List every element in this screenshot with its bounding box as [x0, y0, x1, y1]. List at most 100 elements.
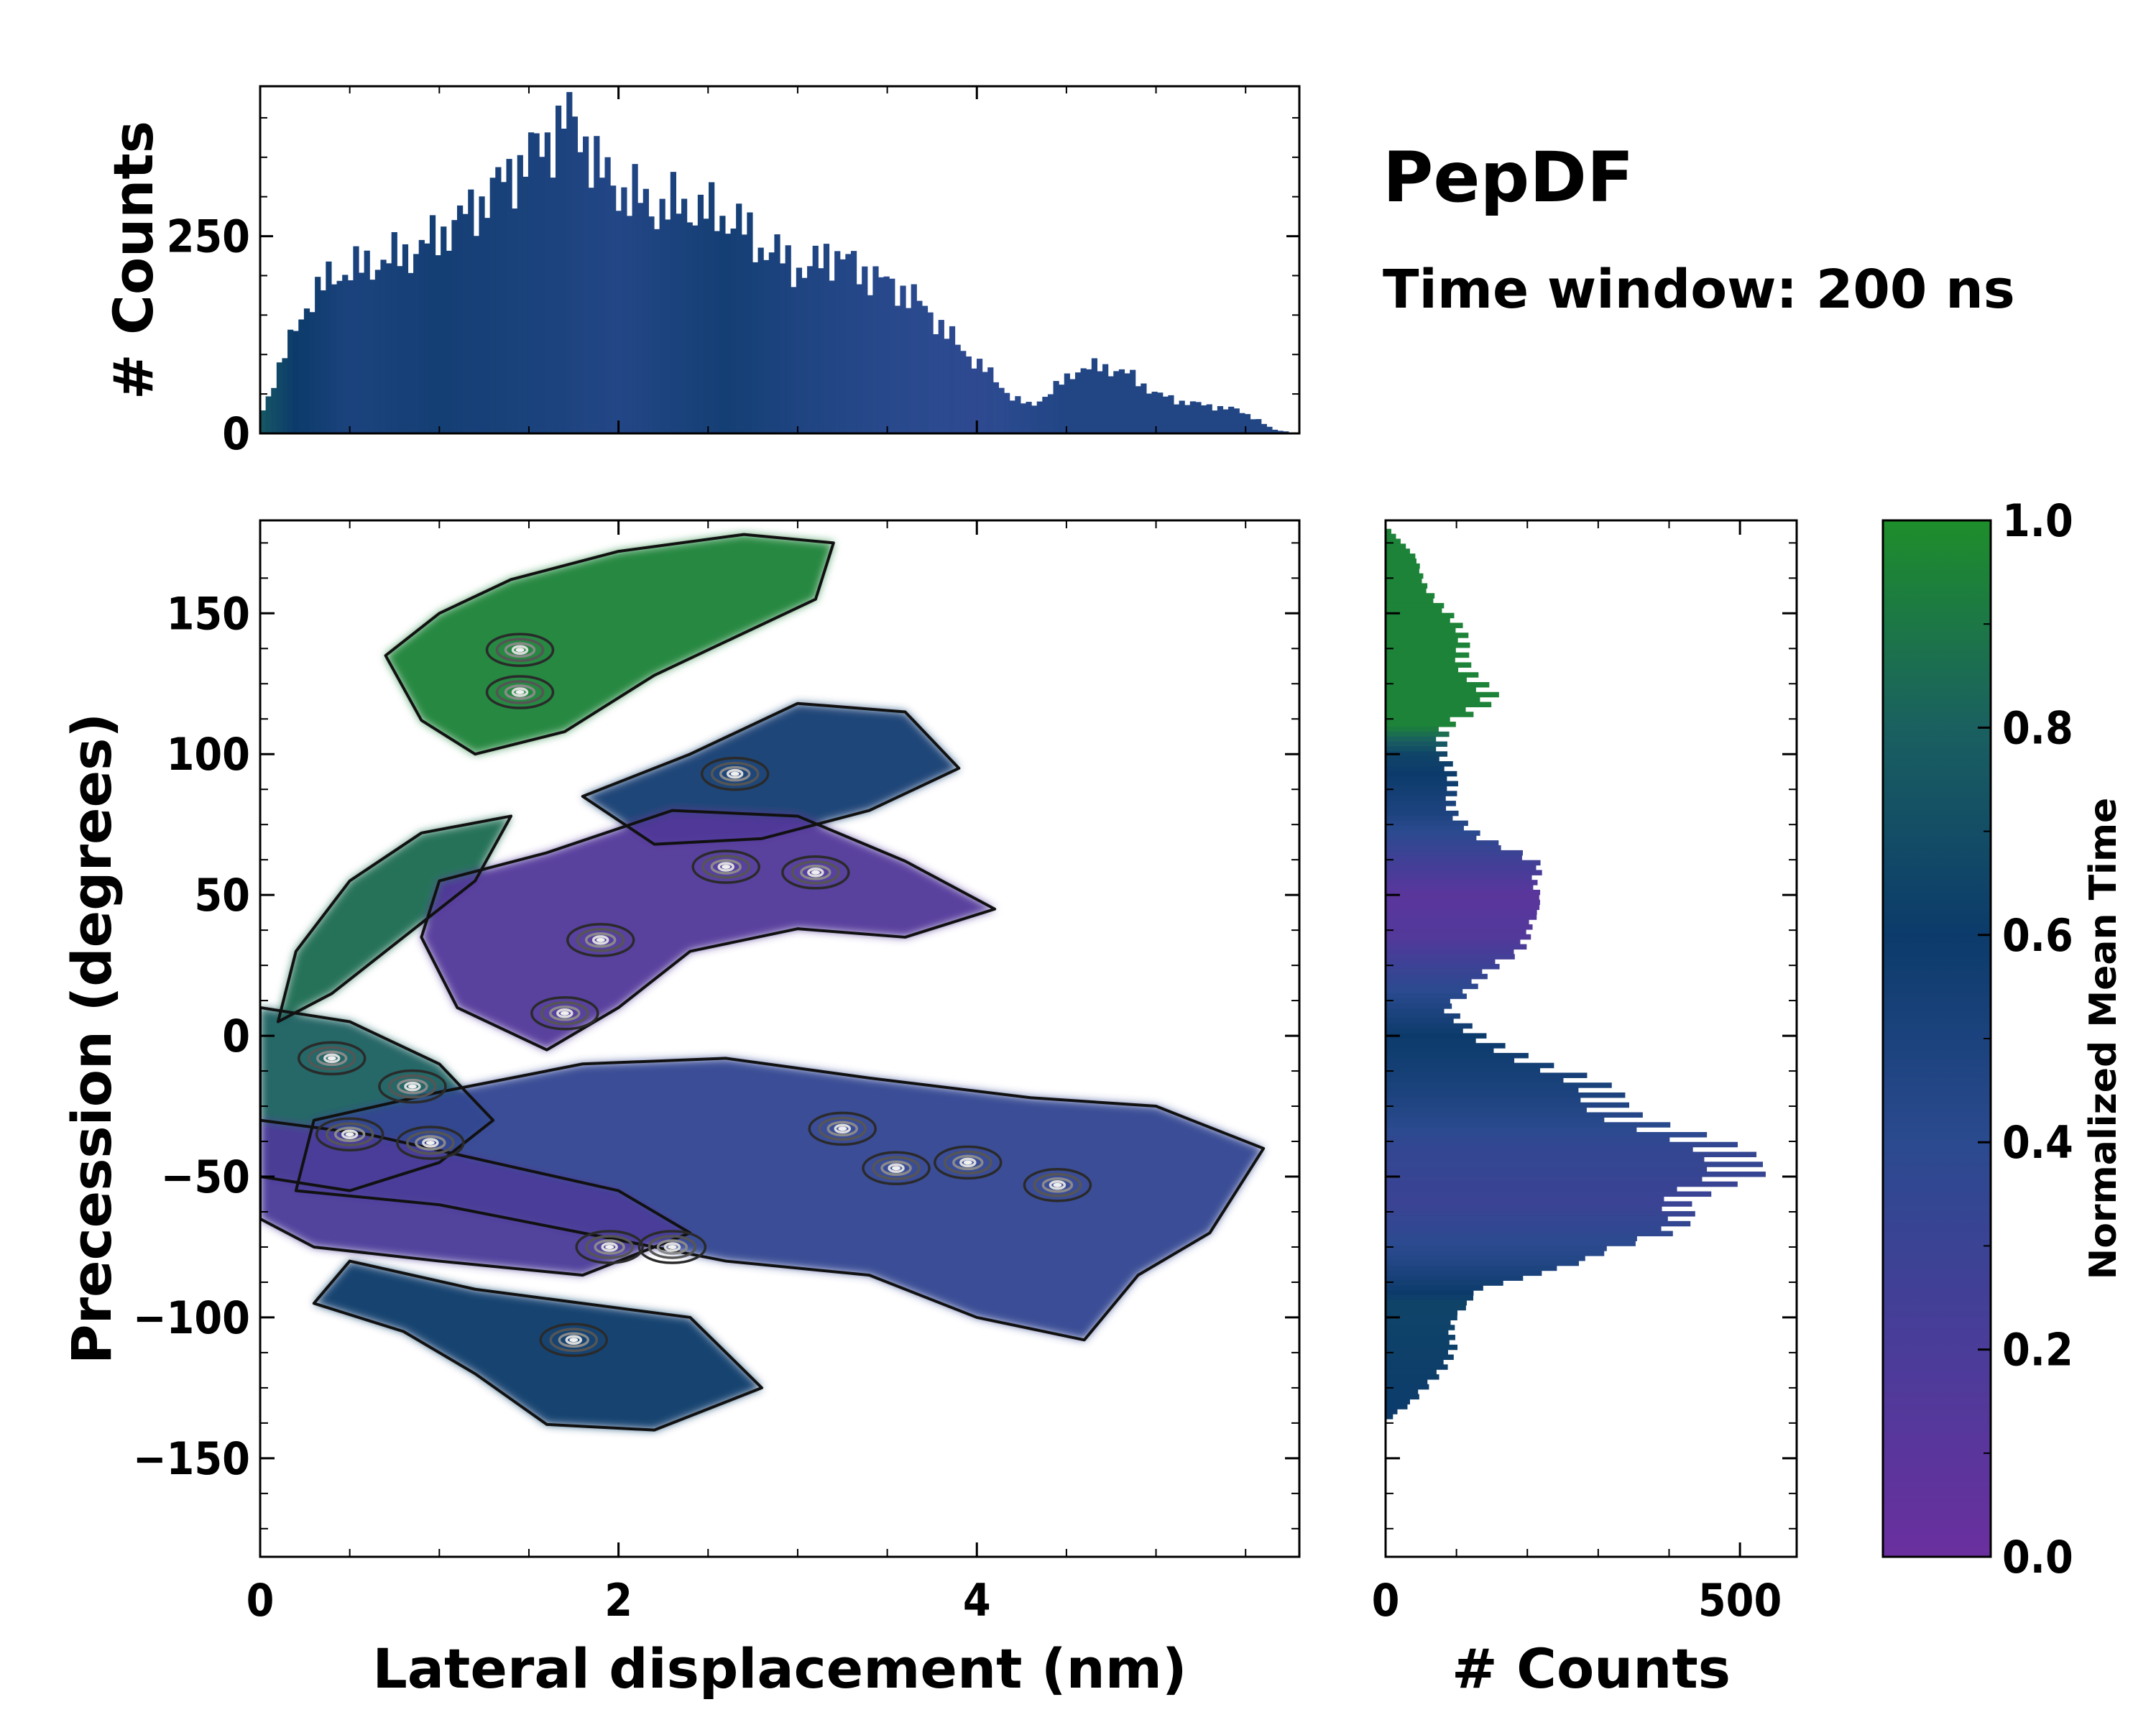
density-hotspot-peak: [730, 771, 740, 776]
density-hotspot-ring: [530, 995, 599, 1031]
top-histogram-bar: [500, 182, 507, 434]
contour-outline: [312, 1259, 764, 1432]
colorbar-tick-label: 0.0: [2002, 1531, 2073, 1583]
right-histogram-bar: [1386, 677, 1467, 683]
density-hotspot-peak: [560, 1011, 569, 1016]
top-histogram-bar: [512, 208, 518, 433]
right-histogram-bar: [1386, 682, 1490, 688]
top-histogram-bar: [473, 236, 480, 433]
density-hotspot-ring: [944, 1150, 992, 1175]
right-histogram-bar: [1386, 583, 1428, 589]
main-ytick-label: 100: [167, 728, 250, 781]
right-histogram-bar: [1386, 830, 1480, 836]
right-histogram-bar: [1386, 1310, 1457, 1316]
top-histogram-bar: [829, 280, 835, 433]
top-histogram-bar: [358, 272, 365, 433]
right-histogram-bar: [1386, 638, 1458, 643]
right-histogram-bar: [1386, 717, 1450, 722]
right-histogram-bar: [1386, 781, 1458, 787]
top-histogram-bar: [1261, 423, 1267, 433]
right-histogram-bar: [1386, 1052, 1529, 1059]
top-histogram-bar: [544, 132, 550, 433]
top-histogram-bar: [1212, 410, 1218, 433]
top-histogram-bar: [676, 213, 682, 433]
right-histogram-bar: [1386, 904, 1540, 911]
top-histogram-bar: [681, 198, 688, 433]
density-hotspot-ring: [406, 1131, 455, 1155]
top-histogram-bar: [315, 277, 321, 433]
main-heatmap-ticks: 0 2 4 150 100 50 0 −50 −100 −150: [133, 520, 1299, 1627]
density-hotspot-ring: [959, 1157, 977, 1168]
right-histogram-bar: [1386, 538, 1401, 544]
density-hotspot-ring: [422, 1138, 439, 1148]
density-hotspot-ring: [511, 645, 529, 655]
right-histogram-bar: [1386, 1092, 1626, 1098]
density-hotspot-peak: [605, 1244, 614, 1249]
right-histogram-bar: [1386, 978, 1472, 985]
right-histogram-bar: [1386, 672, 1479, 678]
heatmap-region-upper-lobe: [385, 534, 834, 755]
top-histogram-bar: [653, 229, 660, 433]
top-histogram-bar: [954, 344, 961, 433]
right-histogram-bar: [1386, 533, 1396, 540]
right-histogram-bar: [1386, 1246, 1607, 1251]
top-histogram-bar: [736, 203, 742, 433]
colorbar-tick-label: 0.2: [2002, 1324, 2073, 1376]
right-histogram-bar: [1386, 632, 1469, 638]
right-histogram-bar: [1386, 1260, 1579, 1266]
top-histogram-bar: [260, 410, 267, 433]
density-hotspot-ring: [396, 1126, 465, 1160]
top-histogram-bar: [1130, 369, 1136, 433]
right-histogram-bar: [1386, 949, 1514, 954]
right-histogram-bar: [1386, 1067, 1541, 1074]
right-histogram: 0 500 # Counts: [1372, 519, 1798, 1701]
right-histogram-bar: [1386, 860, 1541, 866]
top-histogram-bar: [768, 252, 775, 433]
main-ytick-label: −150: [133, 1432, 250, 1485]
top-histogram-bar: [550, 178, 556, 433]
heatmap-data: [260, 533, 1266, 1432]
right-xtick-label: 0: [1372, 1574, 1400, 1627]
right-histogram-bar: [1386, 944, 1527, 950]
right-histogram-bar: [1386, 820, 1468, 827]
right-histogram-bar: [1386, 770, 1457, 777]
top-histogram-bar: [1107, 376, 1114, 433]
right-histogram-bar: [1386, 543, 1406, 549]
top-histogram-bar: [965, 356, 972, 433]
top-histogram-bar: [872, 266, 879, 433]
right-histogram-bar: [1386, 1379, 1428, 1385]
top-histogram-bar: [533, 133, 540, 433]
right-histogram-bar: [1386, 1305, 1466, 1311]
top-histogram-bar: [670, 172, 676, 433]
density-hotspot-peak: [838, 1126, 847, 1131]
right-histogram-bar: [1386, 1102, 1630, 1108]
top-histogram-bar: [1239, 413, 1245, 433]
right-histogram-bar: [1386, 1280, 1503, 1286]
top-histogram-bar: [1097, 371, 1103, 433]
right-histogram-bar: [1386, 993, 1467, 999]
right-histogram-bar: [1386, 1290, 1474, 1296]
right-histogram-bar: [1386, 1230, 1673, 1237]
top-histogram-bar: [380, 259, 387, 433]
top-histogram-bar: [724, 234, 732, 433]
density-hotspot-peak: [515, 648, 525, 653]
top-histogram-bar: [998, 387, 1005, 433]
top-histogram-bar: [1135, 386, 1141, 433]
right-histogram-bar: [1386, 622, 1463, 628]
right-histogram-bar: [1386, 885, 1534, 891]
right-histogram-bar: [1386, 617, 1450, 624]
right-histogram-bar: [1386, 712, 1474, 717]
density-hotspot-ring: [333, 1126, 366, 1142]
top-histogram-bar: [911, 284, 917, 433]
density-hotspot-ring: [700, 756, 770, 791]
right-histogram-bar: [1386, 1300, 1467, 1306]
top-histogram-bar: [621, 187, 627, 433]
top-histogram-bar: [599, 178, 606, 433]
top-histogram-bar: [785, 245, 791, 433]
density-hotspot-ring: [388, 1074, 437, 1099]
density-hotspot-ring: [726, 768, 744, 779]
right-histogram-bar: [1386, 1186, 1677, 1192]
main-ytick-label: 150: [167, 587, 250, 640]
colorbar-label: Normalized Mean Time: [2082, 798, 2125, 1280]
